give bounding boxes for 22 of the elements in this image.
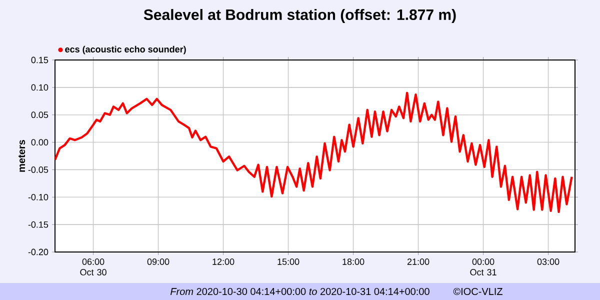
- y-tick-label: 0.00: [31, 139, 48, 146]
- chart-title: Sealevel at Bodrum station (offset: 1.877 m): [144, 9, 456, 23]
- legend-label: ecs (acoustic echo sounder): [65, 46, 186, 54]
- x-tick-label: 12:00: [212, 258, 234, 265]
- line-series: [55, 92, 573, 214]
- x-tick-label: 18:00: [342, 258, 364, 265]
- y-tick-label: 0.05: [31, 112, 48, 118]
- x-tick-label: 09:00: [147, 258, 170, 265]
- x-tick-label: 06:00 Oct 30: [80, 258, 106, 276]
- y-tick-label: 0.15: [31, 56, 48, 64]
- y-tick-label: -0.20: [28, 248, 48, 256]
- x-tick-label: 00:00 Oct 31: [470, 258, 496, 276]
- y-tick-label: -0.10: [28, 194, 48, 200]
- y-tick-label: 0.10: [31, 84, 48, 91]
- text: From 2020-10-30 04:14+00:00 to 2020-10-31 04:14+00:00: [170, 288, 430, 296]
- y-axis-title: meters: [18, 140, 26, 172]
- x-tick-label: 21:00: [407, 258, 430, 265]
- text: ©IOC-VLIZ: [453, 288, 502, 296]
- x-tick-label: 03:00: [537, 258, 560, 265]
- y-tick-label: -0.05: [28, 166, 48, 173]
- x-tick-label: 15:00: [278, 258, 300, 265]
- y-tick-label: -0.15: [28, 221, 48, 228]
